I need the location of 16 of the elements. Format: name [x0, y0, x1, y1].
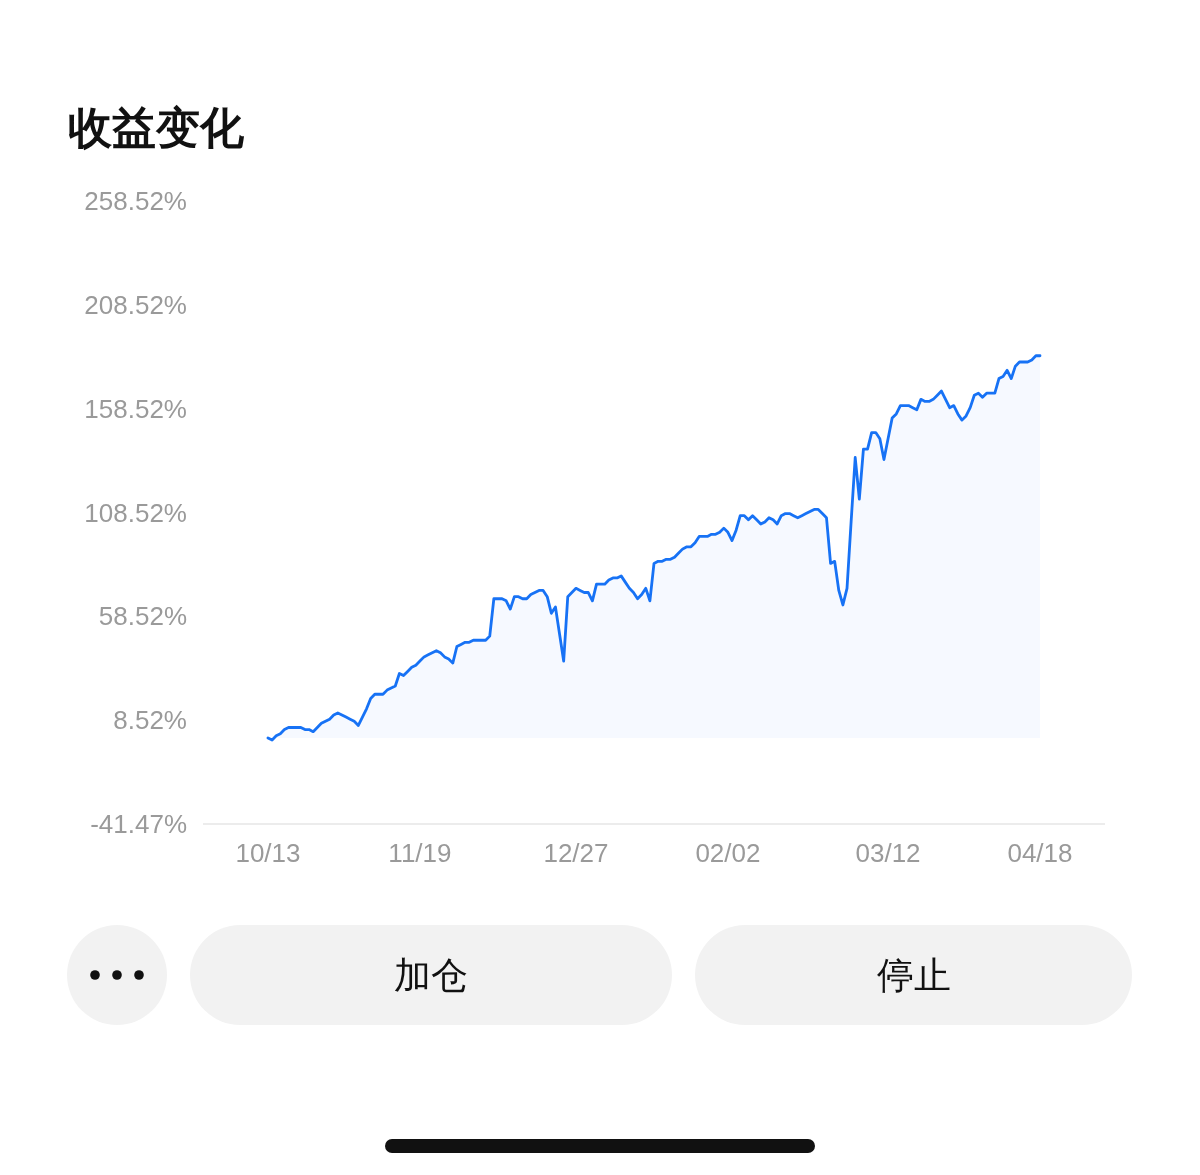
x-tick-label: 04/18 [1007, 838, 1073, 868]
text: 停止 [876, 954, 951, 996]
y-tick-label: -41.47% [90, 809, 187, 839]
y-tick-label: 258.52% [84, 186, 187, 216]
x-tick-label: 12/27 [543, 838, 609, 868]
y-tick-label: 158.52% [84, 393, 187, 424]
y-tick-label: 208.52% [84, 289, 187, 320]
y-tick-label: 108.52% [84, 497, 187, 528]
y-tick-label: 58.52% [98, 601, 187, 632]
x-tick-label: 11/19 [388, 838, 452, 868]
y-tick-label: 8.52% [113, 705, 187, 736]
x-tick-label: 02/02 [695, 838, 761, 868]
text: 加仓 [394, 954, 468, 996]
x-tick-label: 10/13 [235, 838, 301, 868]
title: 收益变化 [68, 102, 244, 152]
x-tick-label: 03/12 [855, 838, 921, 868]
